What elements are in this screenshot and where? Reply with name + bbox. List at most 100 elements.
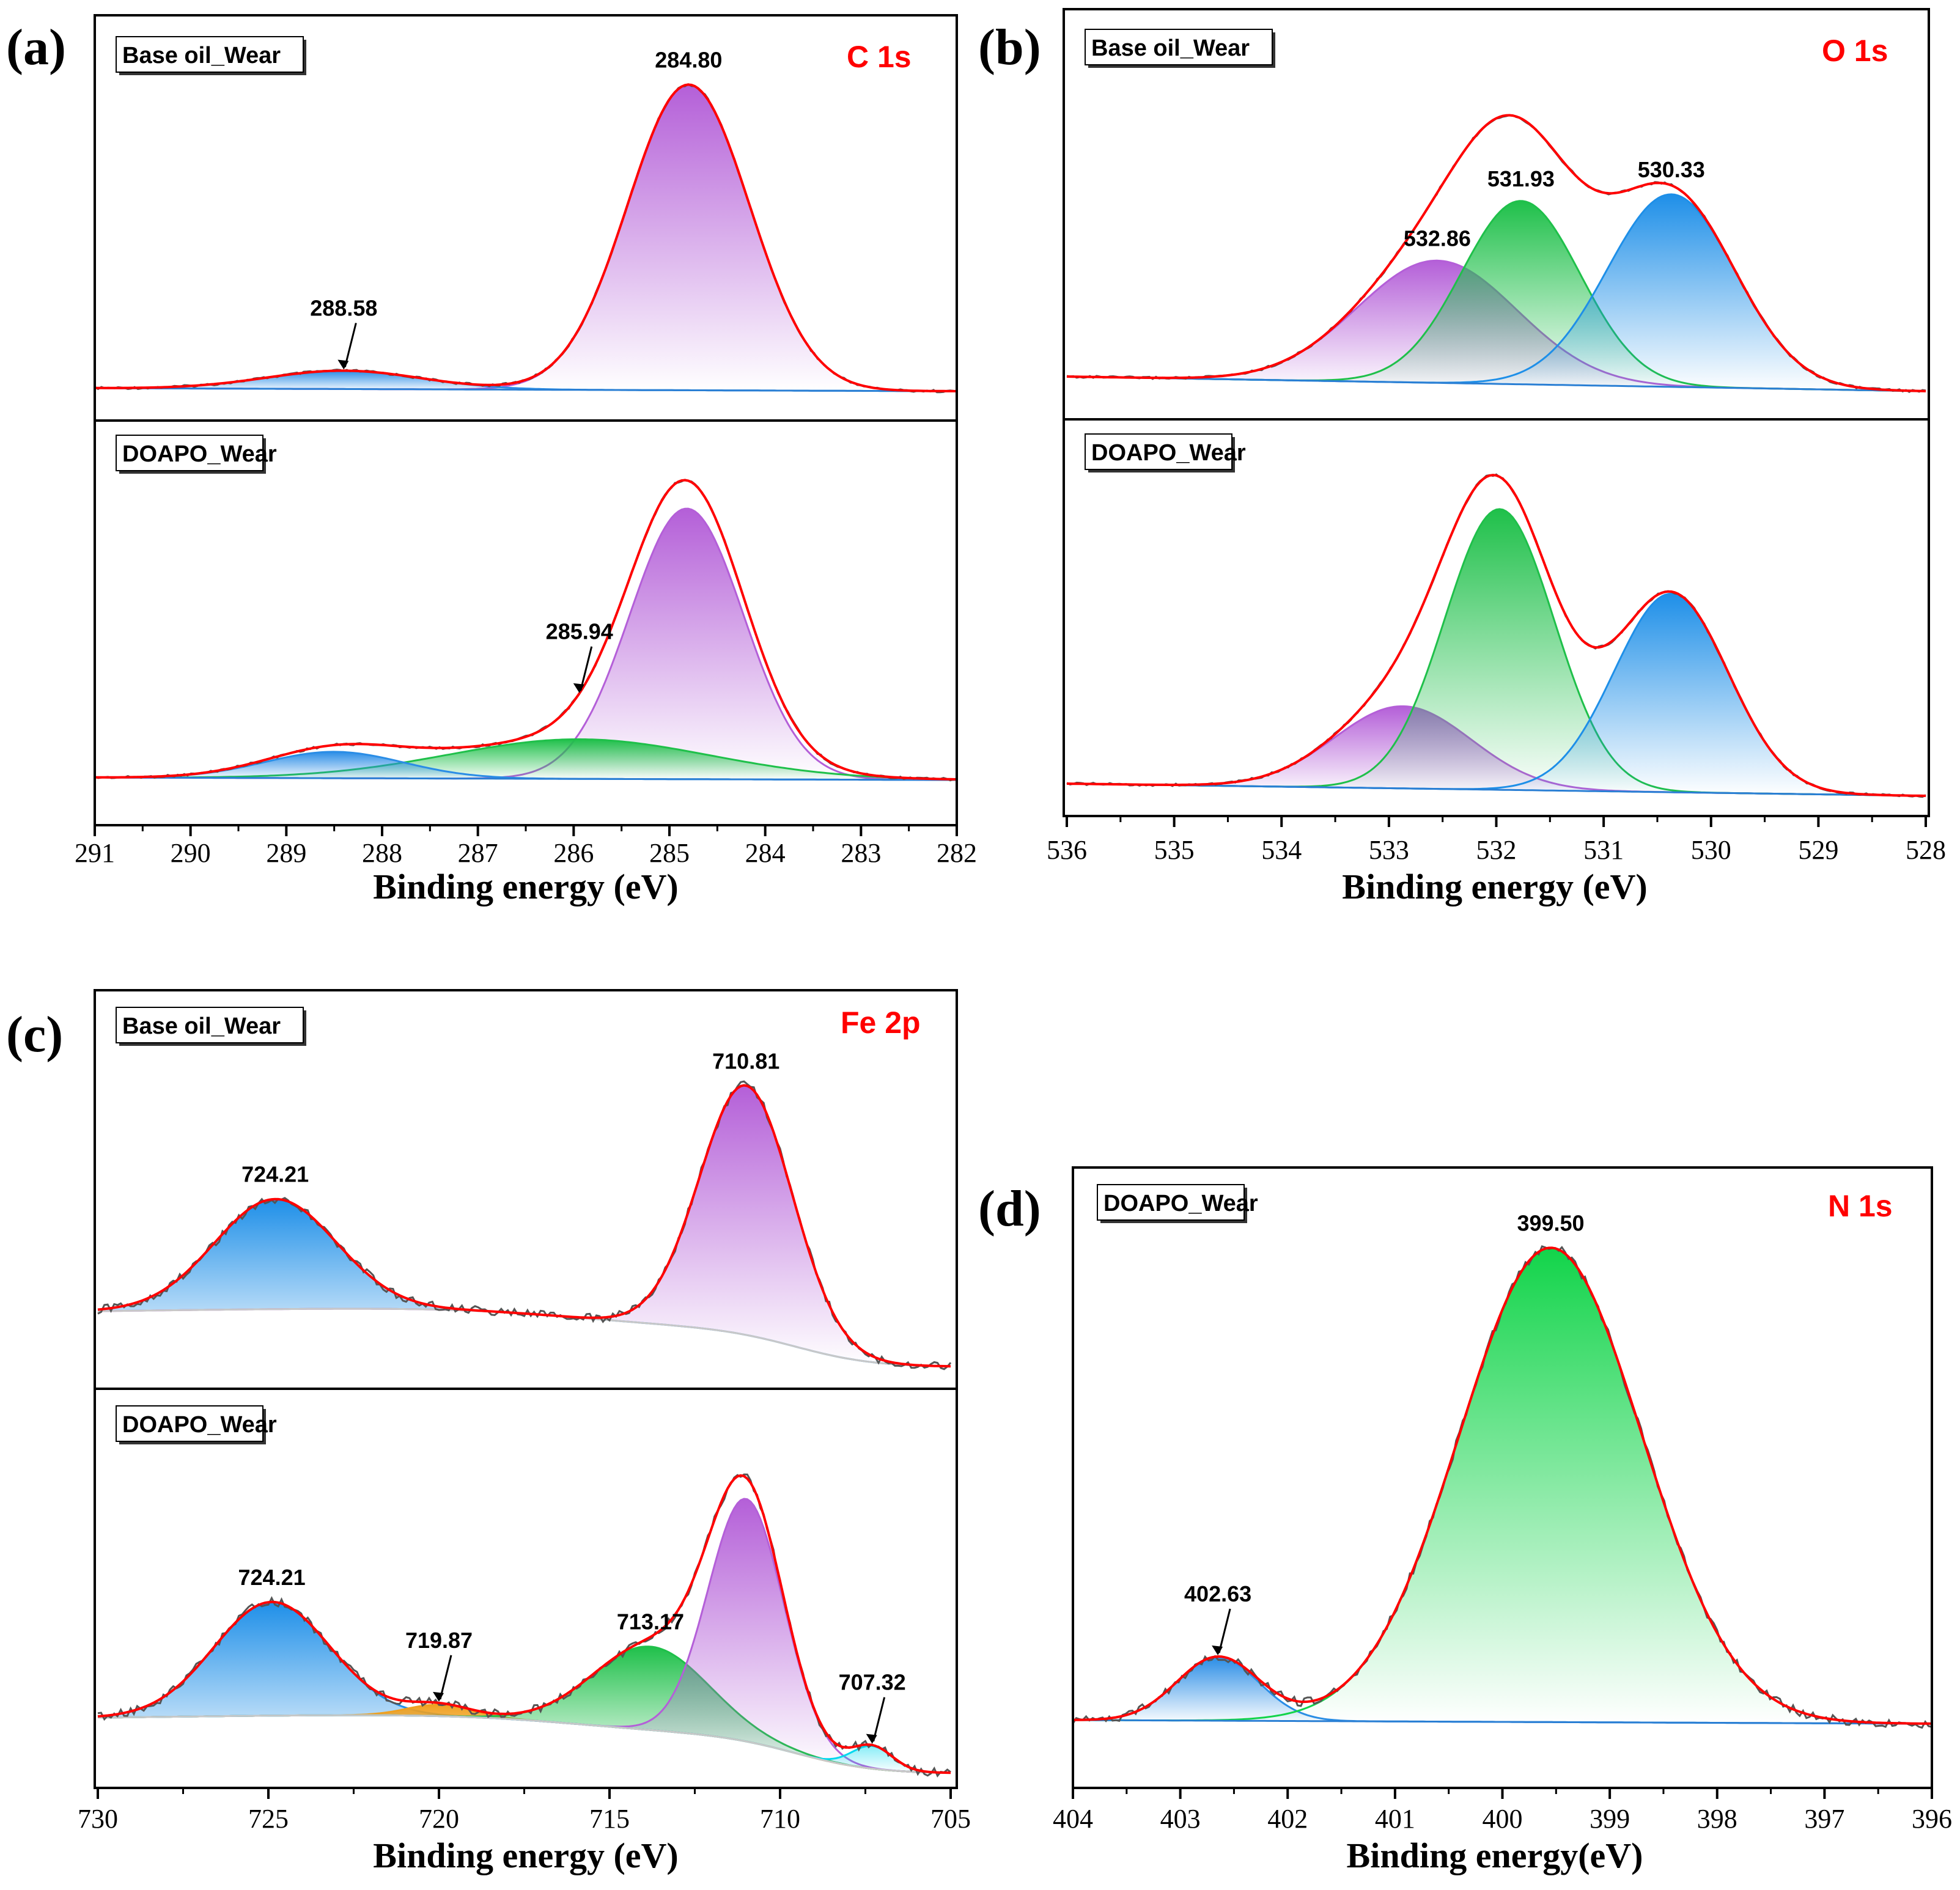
- x-tick-label: 400: [1483, 1804, 1523, 1834]
- label-arrowhead: [866, 1734, 877, 1744]
- subplot-doapo-wear: 285.94 DOAPO_Wear: [94, 435, 957, 782]
- background-line: [95, 776, 957, 781]
- x-tick-label: 534: [1261, 835, 1302, 865]
- label-frame: [116, 435, 263, 471]
- x-tick-label: 397: [1804, 1804, 1844, 1834]
- component-fill: [1067, 509, 1926, 796]
- subplot-base-oil-wear: 724.21 710.81 Base oil_Wear: [97, 1007, 952, 1370]
- x-tick-label: 720: [419, 1804, 459, 1834]
- peak-label: 531.93: [1487, 166, 1555, 191]
- component-fill: [98, 1601, 951, 1773]
- x-tick-label: 528: [1906, 835, 1946, 865]
- label-arrowhead: [573, 683, 584, 693]
- component-line: [95, 507, 957, 781]
- sample-label: DOAPO_Wear: [122, 1412, 277, 1438]
- component-line: [95, 83, 957, 392]
- x-axis-title: Binding energy (eV): [373, 867, 678, 906]
- x-tick-label: 725: [248, 1804, 289, 1834]
- sample-label-box: DOAPO_Wear: [1085, 433, 1246, 473]
- sample-label: DOAPO_Wear: [1091, 440, 1246, 466]
- x-tick-label: 287: [458, 838, 498, 868]
- x-tick-label: 283: [841, 838, 881, 868]
- panel-c-1s: 284.80 288.58 Base oil_Wear 285.94 DOAPO_Wea…: [6, 14, 977, 906]
- label-frame: [1085, 433, 1232, 470]
- label-arrow: [344, 323, 357, 367]
- x-tick-label: 529: [1798, 835, 1838, 865]
- x-axis: 730 725 720 715 710 705: [78, 1788, 971, 1834]
- component-fill: [98, 1085, 951, 1367]
- x-axis-title: Binding energy(eV): [1347, 1836, 1643, 1875]
- label-frame: [116, 36, 304, 73]
- sample-label: DOAPO_Wear: [1103, 1191, 1258, 1216]
- label-arrow: [872, 1697, 886, 1742]
- label-arrow: [439, 1655, 452, 1700]
- x-tick-label: 285: [649, 838, 690, 868]
- envelope-line: [95, 479, 957, 781]
- subplot-doapo-wear: DOAPO_Wear: [1066, 433, 1926, 798]
- x-tick-label: 705: [930, 1804, 971, 1834]
- peak-label: 530.33: [1638, 157, 1705, 182]
- x-tick-label: 291: [75, 838, 115, 868]
- peak-label: 713.17: [617, 1609, 684, 1634]
- x-tick-label: 284: [745, 838, 786, 868]
- raw-data-line: [94, 83, 957, 394]
- component-fill: [1073, 1248, 1932, 1724]
- x-tick-label: 536: [1047, 835, 1087, 865]
- background-line: [98, 1714, 951, 1774]
- sample-label-box: Base oil_Wear: [116, 1007, 306, 1046]
- x-tick-label: 531: [1583, 835, 1624, 865]
- component-fill: [95, 84, 957, 391]
- component-fill: [98, 1499, 951, 1773]
- sample-label-box: DOAPO_Wear: [116, 1405, 277, 1444]
- x-tick-label: 730: [78, 1804, 118, 1834]
- subplot-doapo-wear: 402.63 399.50 DOAPO_Wear: [1072, 1184, 1932, 1729]
- label-arrowhead: [1212, 1645, 1223, 1656]
- envelope-line: [95, 83, 957, 392]
- sample-label-box: Base oil_Wear: [1085, 29, 1275, 68]
- x-tick-label: 532: [1476, 835, 1517, 865]
- background-line: [1066, 782, 1926, 797]
- core-level-label: Fe 2p: [841, 1006, 921, 1040]
- x-axis-title: Binding energy (eV): [1342, 867, 1647, 906]
- component-fill: [98, 1199, 951, 1367]
- envelope-line: [1066, 114, 1926, 392]
- x-tick-label: 535: [1154, 835, 1195, 865]
- component-fill: [95, 739, 957, 780]
- label-arrow: [1218, 1608, 1231, 1653]
- peak-label: 724.21: [241, 1162, 309, 1187]
- peak-label: 399.50: [1517, 1210, 1584, 1235]
- x-tick-label: 399: [1590, 1804, 1630, 1834]
- label-frame: [116, 1007, 304, 1043]
- x-tick-label: 288: [362, 838, 402, 868]
- peak-label: 288.58: [310, 295, 377, 320]
- x-tick-label: 290: [171, 838, 211, 868]
- component-fill: [1073, 1657, 1932, 1724]
- subplot-base-oil-wear: 532.86 531.93 530.33 Base oil_Wear: [1066, 29, 1926, 393]
- x-tick-label: 282: [937, 838, 977, 868]
- x-tick-label: 404: [1053, 1804, 1093, 1834]
- panel-letter: (a): [6, 19, 66, 76]
- peak-label: 284.80: [655, 47, 722, 72]
- envelope-line: [1066, 474, 1926, 797]
- raw-data-line: [97, 1473, 951, 1778]
- panel-letter: (c): [6, 1006, 63, 1063]
- x-axis-title: Binding energy (eV): [373, 1836, 678, 1875]
- peak-label: 710.81: [712, 1048, 779, 1073]
- panel-fe-2p: 724.21 710.81 Base oil_Wear 724.21 719.87 713…: [6, 989, 971, 1875]
- x-tick-label: 403: [1160, 1804, 1201, 1834]
- subplot-base-oil-wear: 284.80 288.58 Base oil_Wear: [94, 36, 957, 394]
- sample-label-box: DOAPO_Wear: [116, 435, 277, 474]
- peak-label: 532.86: [1404, 226, 1471, 251]
- label-arrowhead: [337, 359, 349, 370]
- x-axis: 404 403 402 401 400 399 398 397 396: [1053, 1788, 1952, 1834]
- component-fill: [1067, 706, 1926, 796]
- raw-data-line: [94, 479, 957, 782]
- panel-o-1s: 532.86 531.93 530.33 Base oil_Wear DOAPO_Wea…: [978, 8, 1946, 906]
- background-line: [1066, 375, 1926, 392]
- peak-label: 707.32: [839, 1670, 906, 1695]
- x-axis: 536 535 534 533 532 531 530 529 528: [1047, 816, 1946, 865]
- x-tick-label: 396: [1912, 1804, 1952, 1834]
- sample-label: Base oil_Wear: [1091, 35, 1250, 61]
- label-frame: [1097, 1184, 1245, 1221]
- label-frame: [1085, 29, 1273, 65]
